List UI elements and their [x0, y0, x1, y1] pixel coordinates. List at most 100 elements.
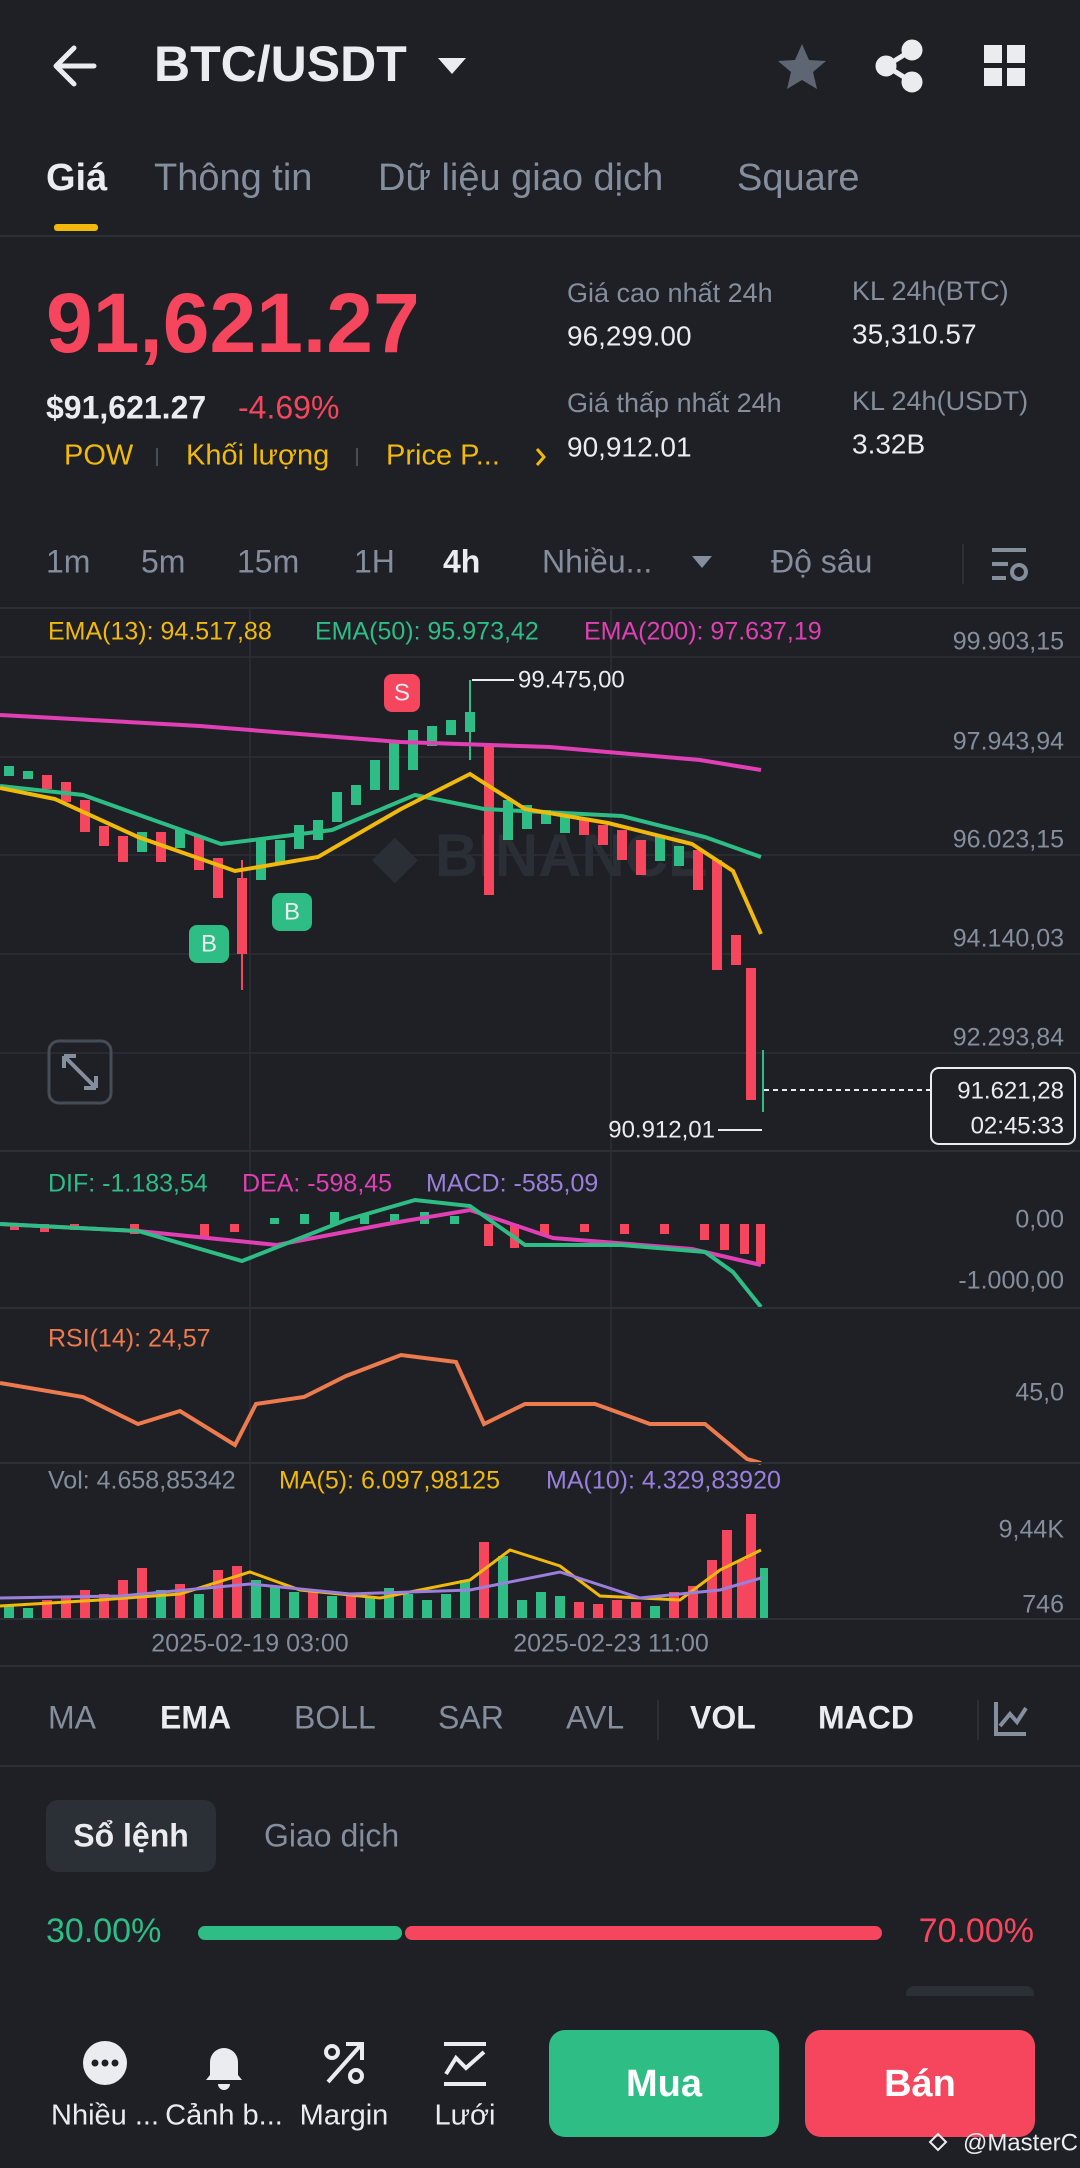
- candle: [4, 766, 14, 776]
- tag[interactable]: Khối lượng: [186, 440, 329, 472]
- ema-legend: EMA(50): 95.973,42: [315, 618, 539, 646]
- stat-label: KL 24h(USDT): [852, 386, 1028, 416]
- candles: [4, 680, 764, 1112]
- ema-legend: EMA(200): 97.637,19: [584, 618, 822, 646]
- indicator-tab-active[interactable]: VOL: [690, 1699, 756, 1735]
- ema-legend: EMA(13): 94.517,88: [48, 618, 272, 646]
- candle: [294, 825, 304, 849]
- order-book-tab[interactable]: Sổ lệnh: [73, 1817, 189, 1853]
- favorite-star[interactable]: [778, 44, 826, 89]
- trades-tab[interactable]: Giao dịch: [264, 1817, 399, 1853]
- vol-legend: MA(5): 6.097,98125: [279, 1467, 500, 1495]
- buy-marker: [189, 925, 229, 963]
- buy-marker-label: B: [201, 930, 217, 957]
- tag[interactable]: POW: [64, 440, 134, 472]
- more-icon[interactable]: [83, 2041, 127, 2085]
- share-button[interactable]: [875, 39, 923, 93]
- tab[interactable]: Thông tin: [154, 157, 312, 199]
- stat-label: Giá cao nhất 24h: [567, 278, 773, 308]
- tags-more[interactable]: [535, 448, 546, 466]
- tab[interactable]: Square: [737, 157, 860, 199]
- grid-icon[interactable]: [444, 2042, 486, 2086]
- fullscreen-button[interactable]: [47, 1039, 113, 1105]
- sell-button[interactable]: [805, 2030, 1035, 2137]
- candle: [465, 712, 475, 732]
- indicator-tab[interactable]: SAR: [438, 1699, 504, 1735]
- sell-button-label[interactable]: Bán: [884, 2063, 956, 2105]
- candle: [213, 858, 223, 898]
- macd-legend: DEA: -598,45: [242, 1170, 392, 1198]
- price-axis-label: 97.943,94: [953, 728, 1064, 756]
- countdown: 02:45:33: [971, 1112, 1064, 1139]
- tag[interactable]: Price P...: [386, 440, 500, 472]
- interval[interactable]: 5m: [141, 543, 185, 579]
- back-button[interactable]: [53, 45, 97, 87]
- high-label: 99.475,00: [518, 666, 625, 693]
- price-axis-label: 99.903,15: [953, 628, 1064, 656]
- watermark-icon: [928, 2132, 948, 2152]
- ema50-line: [0, 784, 762, 859]
- indicator-tab[interactable]: BOLL: [294, 1699, 376, 1735]
- pair-title[interactable]: BTC/USDT: [154, 36, 407, 92]
- candle: [137, 832, 147, 852]
- price-axis-label: 92.293,84: [953, 1024, 1064, 1052]
- alert-icon[interactable]: [206, 2048, 242, 2090]
- interval-more[interactable]: Nhiều...: [542, 543, 652, 579]
- rsi-axis-label: 45,0: [1015, 1379, 1064, 1407]
- candle: [560, 815, 570, 833]
- margin-icon[interactable]: [324, 2042, 364, 2084]
- tab-underline: [54, 224, 98, 231]
- last-price-box: [930, 1067, 1076, 1145]
- buy-marker: [272, 893, 312, 931]
- pair-dropdown[interactable]: [438, 58, 466, 74]
- candle: [541, 810, 551, 824]
- sell-ratio: 70.00%: [919, 1912, 1034, 1950]
- layout-button[interactable]: [984, 45, 1025, 86]
- candle: [351, 785, 361, 805]
- candle: [370, 760, 380, 790]
- buy-marker-label: B: [284, 898, 300, 925]
- indicator-settings[interactable]: [994, 1702, 1028, 1736]
- tab-active[interactable]: Giá: [46, 157, 108, 199]
- nav-label[interactable]: Lưới: [434, 2100, 495, 2132]
- indicator-tab-active[interactable]: EMA: [160, 1699, 231, 1735]
- indicator-tab-active[interactable]: MACD: [818, 1699, 914, 1735]
- nav-label[interactable]: Margin: [300, 2100, 389, 2132]
- buy-button-label[interactable]: Mua: [626, 2063, 703, 2105]
- interval[interactable]: 1H: [354, 543, 395, 579]
- interval-active[interactable]: 4h: [443, 543, 480, 579]
- buy-ratio-bar: [198, 1926, 402, 1940]
- interval[interactable]: 1m: [46, 543, 90, 579]
- buy-ratio: 30.00%: [46, 1912, 161, 1950]
- depth-tab[interactable]: Độ sâu: [771, 543, 872, 579]
- order-book-tab-bg[interactable]: [46, 1800, 216, 1872]
- candle: [522, 805, 532, 829]
- stat-value: 90,912.01: [567, 431, 692, 462]
- candle: [674, 846, 684, 866]
- stat-value: 3.32B: [852, 428, 925, 459]
- candle: [446, 720, 456, 735]
- ema200-line: [0, 713, 762, 772]
- date-label: 2025-02-19 03:00: [151, 1630, 348, 1658]
- indicator-tab[interactable]: AVL: [566, 1699, 624, 1735]
- interval-dropdown[interactable]: [692, 556, 712, 568]
- candle: [731, 935, 741, 965]
- macd-legend: MACD: -585,09: [426, 1170, 598, 1198]
- interval[interactable]: 15m: [237, 543, 299, 579]
- candle: [23, 771, 33, 779]
- candle: [99, 826, 109, 846]
- candle: [598, 825, 608, 845]
- chart-settings[interactable]: [992, 548, 1028, 581]
- nav-label[interactable]: Nhiều ...: [51, 2100, 159, 2132]
- macd-axis-label: -1.000,00: [958, 1267, 1064, 1295]
- tab[interactable]: Dữ liệu giao dịch: [378, 157, 663, 199]
- indicator-tab[interactable]: MA: [48, 1699, 97, 1735]
- buy-button[interactable]: [549, 2030, 779, 2137]
- price-grid: [0, 608, 1080, 1619]
- nav-label[interactable]: Cảnh b...: [165, 2100, 283, 2132]
- vol-ma5-line: [0, 1548, 762, 1608]
- candle: [484, 745, 494, 895]
